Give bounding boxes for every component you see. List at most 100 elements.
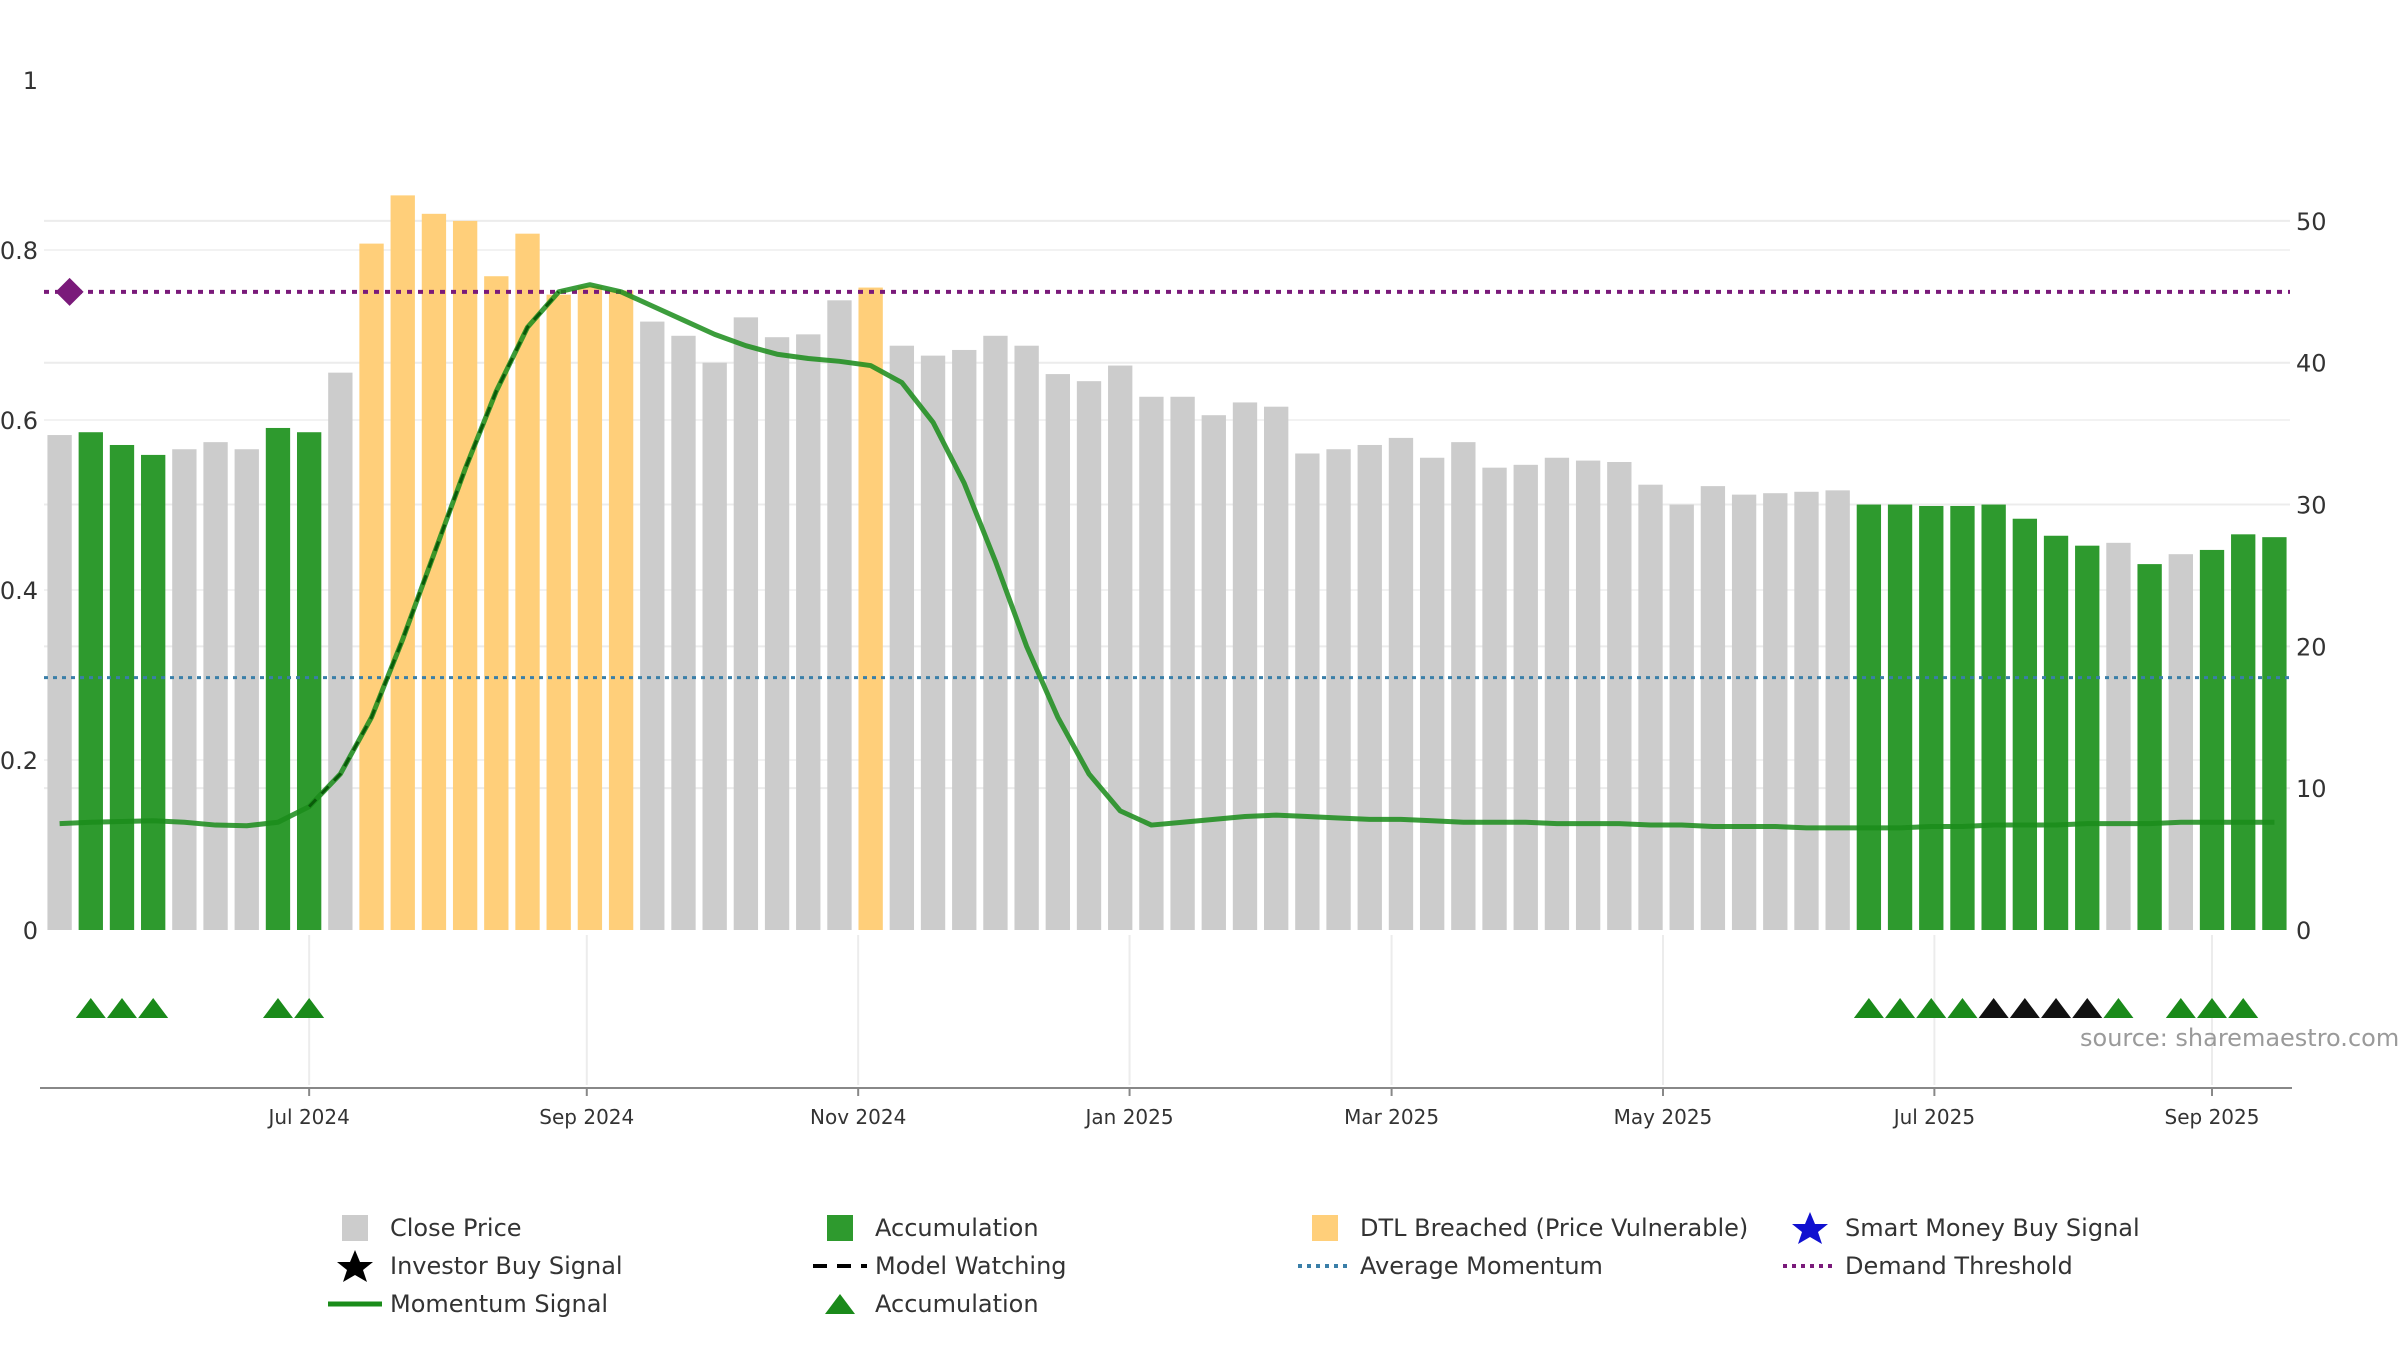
- bar-30: [983, 335, 1008, 930]
- x-tick-label: Nov 2024: [810, 1105, 906, 1129]
- accumulation-triangle: [1916, 998, 1947, 1018]
- bar-40: [1295, 453, 1320, 930]
- bar-57: [1825, 490, 1850, 930]
- accumulation-triangle: [106, 998, 137, 1018]
- x-axis: Jul 2024 Sep 2024 Nov 2024 Jan 2025 Mar 2025…: [40, 1087, 2292, 1129]
- bar-41: [1326, 449, 1351, 930]
- bar-20: [671, 335, 696, 930]
- bar-6: [234, 449, 259, 930]
- accumulation-triangle: [138, 998, 169, 1018]
- bar-0: [47, 435, 72, 930]
- bar-33: [1076, 381, 1102, 930]
- x-tick-label: May 2025: [1614, 1105, 1713, 1129]
- bar-3: [141, 454, 166, 930]
- line-series: [44, 277, 2290, 831]
- bar-10: [359, 243, 384, 931]
- bar-18: [608, 290, 634, 930]
- model-watching-line: [308, 290, 560, 808]
- bar-70: [2231, 534, 2256, 930]
- bar-68: [2168, 554, 2193, 930]
- blue-dotted-icon: [1290, 1248, 1360, 1284]
- bar-16: [546, 294, 571, 930]
- bar-51: [1638, 484, 1663, 930]
- investor-buy-triangle: [1978, 998, 2009, 1018]
- bar-56: [1794, 491, 1819, 930]
- bar-47: [1513, 464, 1538, 930]
- x-tick-label: Sep 2025: [2165, 1105, 2260, 1129]
- bar-53: [1700, 486, 1726, 930]
- bar-14: [484, 276, 509, 931]
- bar-61: [1950, 505, 1975, 930]
- legend-item: Accumulation: [805, 1210, 1039, 1246]
- bar-59: [1887, 504, 1913, 930]
- accumulation-triangle: [294, 998, 325, 1018]
- bar-25: [827, 300, 852, 930]
- legend-label: Demand Threshold: [1845, 1252, 2073, 1280]
- bar-32: [1045, 374, 1070, 930]
- legend-item: Average Momentum: [1290, 1248, 1603, 1284]
- legend-item: Model Watching: [805, 1248, 1067, 1284]
- left-tick-label: 0.6: [0, 407, 38, 435]
- legend-item: Momentum Signal: [320, 1286, 608, 1322]
- bar-35: [1139, 396, 1164, 930]
- bar-15: [515, 233, 540, 930]
- bar-42: [1357, 444, 1382, 930]
- legend-label: Accumulation: [875, 1214, 1039, 1242]
- accumulation-triangle: [2165, 998, 2196, 1018]
- investor-buy-triangle: [2041, 998, 2072, 1018]
- bar-39: [1264, 406, 1289, 930]
- bar-67: [2137, 564, 2162, 930]
- bar-21: [702, 362, 727, 930]
- legend-label: Investor Buy Signal: [390, 1252, 623, 1280]
- legend-label: Accumulation: [875, 1290, 1039, 1318]
- accumulation-triangle: [1885, 998, 1916, 1018]
- bar-2: [109, 444, 135, 930]
- accumulation-triangle: [2197, 998, 2228, 1018]
- legend-item: Accumulation: [805, 1286, 1039, 1322]
- bar-9: [328, 372, 353, 930]
- bar-37: [1201, 415, 1226, 930]
- bar-28: [920, 355, 946, 930]
- accumulation-triangle: [262, 998, 293, 1018]
- bar-65: [2075, 545, 2100, 930]
- bar-66: [2106, 542, 2131, 930]
- legend-item: Investor Buy Signal: [320, 1248, 623, 1284]
- legend-item: Smart Money Buy Signal: [1775, 1210, 2140, 1246]
- bar-36: [1170, 396, 1195, 930]
- bar-58: [1856, 504, 1882, 930]
- bar-29: [952, 349, 977, 930]
- accumulation-triangle: [1853, 998, 1884, 1018]
- gridlines: [44, 219, 2290, 1085]
- left-tick-label: 0.2: [0, 747, 38, 775]
- right-tick-label: 50: [2296, 208, 2327, 236]
- chart-legend: Close Price Accumulation DTL Breached (Pri…: [320, 1210, 2200, 1330]
- right-tick-label: 20: [2296, 633, 2327, 661]
- right-tick-label: 10: [2296, 775, 2327, 803]
- purple-dotted-icon: [1775, 1248, 1845, 1284]
- green-square-icon: [805, 1210, 875, 1246]
- bar-5: [203, 442, 228, 930]
- bar-series: [47, 195, 2287, 931]
- bar-54: [1731, 494, 1757, 930]
- x-tick-label: Mar 2025: [1344, 1105, 1439, 1129]
- bar-43: [1388, 437, 1414, 930]
- black-dash-icon: [805, 1248, 875, 1284]
- x-tick-label: Jan 2025: [1084, 1105, 1174, 1129]
- right-tick-label: 40: [2296, 350, 2327, 378]
- legend-item: Close Price: [320, 1210, 522, 1246]
- gray-square-icon: [320, 1210, 390, 1246]
- bar-31: [1014, 345, 1039, 930]
- left-tick-label: 1: [23, 67, 38, 95]
- legend-label: Close Price: [390, 1214, 522, 1242]
- investor-buy-triangle: [2009, 998, 2040, 1018]
- bar-38: [1232, 402, 1258, 930]
- bar-46: [1482, 467, 1507, 930]
- bar-4: [172, 449, 197, 930]
- bar-44: [1419, 457, 1445, 930]
- bar-55: [1763, 493, 1788, 930]
- bar-49: [1575, 460, 1601, 930]
- black-star-icon: [320, 1248, 390, 1284]
- left-tick-label: 0: [23, 917, 38, 945]
- bar-24: [796, 334, 821, 930]
- demand-threshold-marker: [55, 277, 84, 306]
